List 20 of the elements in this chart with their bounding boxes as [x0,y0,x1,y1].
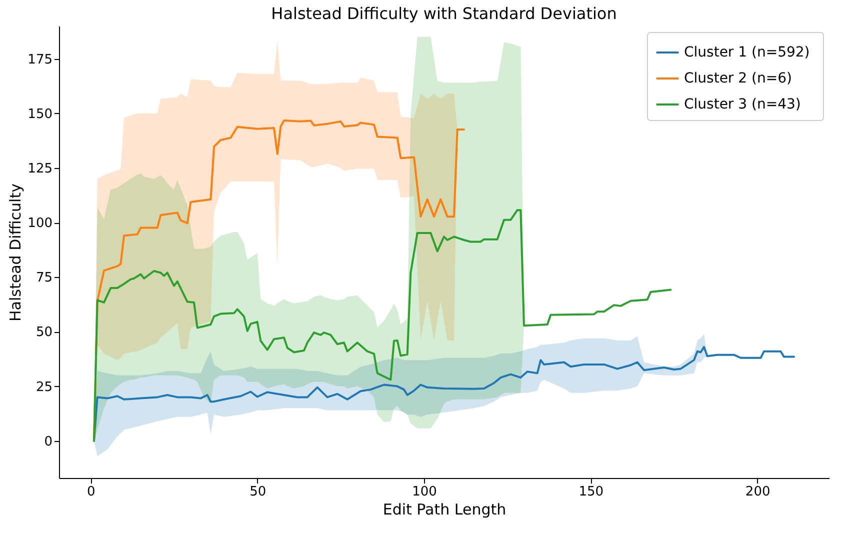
x-tick-label: 0 [87,484,96,500]
legend-label: Cluster 3 (n=43) [684,96,801,112]
y-tick-label: 50 [36,325,52,340]
x-tick-label: 50 [250,484,266,500]
y-tick-label: 100 [28,216,52,232]
x-tick-label: 100 [412,484,437,500]
y-tick-label: 175 [28,52,52,68]
y-axis-title: Halstead Difficulty [6,183,25,322]
y-tick-label: 0 [44,434,52,450]
legend-label: Cluster 2 (n=6) [684,70,792,86]
x-tick-label: 200 [745,484,770,500]
y-tick-label: 125 [28,161,52,176]
y-tick-label: 75 [36,270,52,286]
y-tick-label: 25 [36,380,52,395]
legend-label: Cluster 1 (n=592) [684,44,810,60]
x-tick-label: 150 [578,484,604,500]
y-tick-label: 150 [28,106,52,122]
chart-title: Halstead Difficulty with Standard Deviation [271,4,617,23]
x-axis-title: Edit Path Length [382,500,506,518]
line-series [93,209,672,442]
